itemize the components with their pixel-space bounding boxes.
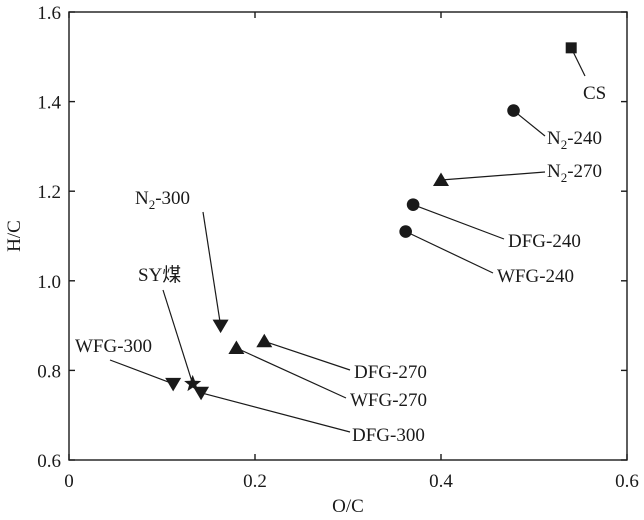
leader-line: [109, 359, 174, 385]
leader-line: [162, 289, 194, 385]
leader-line: [412, 204, 505, 240]
data-point-circle: [406, 198, 420, 211]
data-point-star: [184, 374, 202, 392]
y-tick-label: 0.6: [37, 451, 61, 472]
point-label: SY煤: [138, 264, 181, 286]
point-label: WFG-300: [75, 336, 152, 357]
y-tick-label: 1.0: [37, 272, 61, 293]
y-tick-label: 1.4: [37, 93, 61, 114]
point-label: N2-240: [547, 128, 602, 152]
y-tick-label: 0.8: [37, 361, 61, 382]
leader-line: [440, 171, 546, 181]
x-tick-label: 0.6: [615, 471, 639, 492]
point-label: WFG-240: [497, 266, 574, 287]
data-points: [165, 42, 577, 401]
annotation-labels: CS N2-240 N2-270 DFG-240 WFG-240 N2-300 DFG-27…: [75, 83, 606, 446]
x-axis-label: O/C: [332, 496, 364, 517]
leader-line: [202, 211, 222, 326]
point-label: CS: [583, 83, 606, 104]
annotation-leaders: [109, 47, 586, 433]
y-axis-label: H/C: [4, 220, 25, 252]
leader-line: [405, 230, 494, 274]
data-point-circle: [507, 104, 520, 117]
y-tick-label: 1.6: [37, 3, 61, 24]
data-point-triangle-down: [193, 386, 210, 401]
data-point-triangle-down: [212, 319, 229, 334]
leader-line: [264, 340, 351, 371]
axis-ticks: 0 0.2 0.4 0.6 0.6 0.8 1.0 1.2 1.4 1.6: [37, 3, 639, 492]
point-label: WFG-270: [350, 390, 427, 411]
x-tick-label: 0.4: [429, 471, 453, 492]
data-point-circle: [399, 225, 412, 238]
point-label: DFG-270: [354, 362, 427, 383]
data-point-triangle-up: [433, 172, 449, 186]
data-point-square: [565, 42, 577, 54]
point-label: N2-300: [135, 188, 190, 212]
data-point-triangle-up: [228, 340, 245, 354]
leader-line: [236, 347, 347, 399]
data-point-triangle-up: [256, 333, 273, 348]
data-point-triangle-down: [165, 377, 182, 392]
y-tick-label: 1.2: [37, 182, 61, 203]
point-label: DFG-240: [508, 231, 581, 252]
plot-frame: [68, 11, 628, 461]
x-tick-label: 0: [64, 471, 74, 492]
point-label: N2-270: [547, 161, 602, 185]
leader-line: [513, 110, 546, 137]
point-label: DFG-300: [352, 425, 425, 446]
x-tick-label: 0.2: [243, 471, 267, 492]
leader-line: [200, 392, 351, 433]
